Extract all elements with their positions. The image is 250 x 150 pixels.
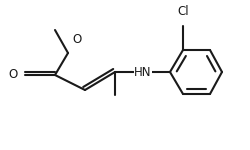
Text: O: O	[9, 69, 18, 81]
Text: Cl: Cl	[176, 5, 188, 18]
Text: O: O	[72, 33, 81, 46]
Text: HN: HN	[134, 66, 151, 78]
